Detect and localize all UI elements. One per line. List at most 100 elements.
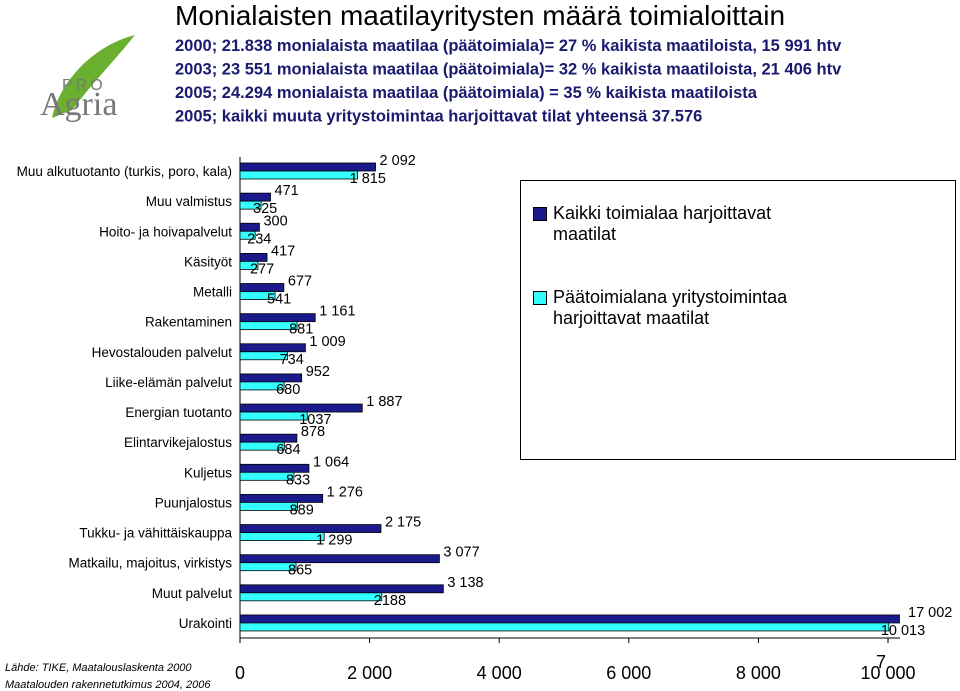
value-label: 417	[271, 243, 295, 259]
value-label: 3 077	[443, 545, 479, 561]
y-tick-label: Kuljetus	[184, 465, 232, 480]
bar	[240, 532, 325, 541]
logo-agria: Agria	[40, 86, 117, 123]
value-label: 300	[263, 213, 287, 229]
bar	[240, 524, 382, 533]
bar	[240, 411, 308, 421]
subtitle: 2005; kaikki muuta yritystoimintaa harjo…	[175, 108, 702, 126]
bar	[240, 373, 303, 383]
bar	[240, 343, 306, 353]
bar	[240, 321, 298, 331]
bars	[240, 162, 900, 632]
bar	[240, 200, 262, 210]
value-label: 952	[306, 364, 330, 380]
value-label: 325	[253, 201, 277, 217]
logo-swoosh	[52, 35, 135, 118]
value-label: 684	[276, 442, 300, 458]
bar	[240, 562, 297, 572]
bar	[240, 403, 363, 413]
subtitle: 2000; 21.838 monialaista maatilaa (pääto…	[175, 37, 842, 55]
legend: Kaikki toimialaa harjoittavat maatilat Pä…	[520, 180, 956, 460]
legend-swatch	[533, 207, 547, 221]
value-label: 1 161	[319, 304, 355, 320]
y-tick-label: Muu valmistus	[146, 194, 233, 209]
value-label: 3 138	[447, 575, 483, 591]
x-tick-label: 10 000	[860, 663, 915, 683]
y-tick-label: Muut palvelut	[152, 586, 233, 601]
value-label: 889	[290, 502, 314, 518]
bar	[240, 494, 324, 503]
value-label: 734	[280, 352, 304, 368]
bar	[240, 170, 359, 180]
y-tick-label: Matkailu, majoitus, virkistys	[68, 556, 232, 571]
y-tick-label: Elintarvikejalostus	[124, 435, 232, 450]
value-label: 234	[247, 231, 271, 247]
bar	[240, 351, 288, 361]
value-label: 1 276	[327, 484, 363, 500]
value-label: 833	[286, 472, 310, 488]
bar	[240, 502, 299, 511]
value-label: 17 002	[908, 605, 952, 621]
x-tick-label: 6 000	[606, 663, 651, 683]
y-tick-label: Puunjalostus	[155, 495, 233, 510]
bar	[240, 230, 256, 240]
value-label: 10 013	[881, 623, 925, 639]
value-label: 1037	[299, 412, 331, 428]
chart-title: Monialaisten maatilayritysten määrä toim…	[175, 0, 785, 31]
subtitle: 2003; 23 551 monialaista maatilaa (pääto…	[175, 61, 842, 79]
y-tick-label: Hoito- ja hoivapalvelut	[99, 224, 232, 239]
legend-label: Päätoimialana yritystoimintaa harjoittav…	[553, 287, 788, 328]
legend-item: Päätoimialana yritystoimintaa harjoittav…	[533, 287, 833, 329]
value-label: 1 009	[309, 334, 345, 350]
bar	[240, 463, 310, 473]
x-tick-label: 4 000	[477, 663, 522, 683]
bar	[240, 381, 285, 391]
x-tick-label: 2 000	[347, 663, 392, 683]
bar	[240, 622, 890, 632]
bar	[240, 554, 440, 564]
bar	[240, 222, 260, 232]
bar	[240, 162, 376, 172]
x-tick-label: 0	[235, 663, 245, 683]
bar	[240, 584, 444, 594]
legend-item: Kaikki toimialaa harjoittavat maatilat	[533, 203, 833, 245]
value-label: 2188	[374, 593, 406, 609]
value-label: 1 887	[366, 394, 402, 410]
value-label: 677	[288, 274, 312, 290]
legend-label: Kaikki toimialaa harjoittavat maatilat	[553, 203, 772, 244]
value-label: 541	[267, 292, 291, 308]
y-tick-label: Tukku- ja vähittäiskauppa	[79, 526, 232, 541]
value-label: 471	[275, 183, 299, 199]
y-tick-label: Liike-elämän palvelut	[105, 375, 232, 390]
bar	[240, 433, 298, 443]
y-tick-label: Rakentaminen	[145, 315, 232, 330]
value-label: 680	[276, 382, 300, 398]
value-label: 277	[250, 261, 274, 277]
value-label: 1 815	[350, 171, 386, 187]
bar	[240, 291, 276, 300]
bar	[240, 471, 295, 481]
bar	[240, 313, 316, 323]
bar	[240, 260, 259, 270]
bar	[240, 441, 285, 451]
y-tick-label: Urakointi	[179, 616, 232, 631]
value-label: 1 299	[316, 533, 352, 549]
bar	[240, 614, 900, 624]
y-tick-label: Metalli	[193, 285, 232, 300]
bar	[240, 192, 271, 202]
x-tick-label: 8 000	[736, 663, 781, 683]
source: Lähde: TIKE, Maatalouslaskenta 2000	[5, 662, 192, 674]
bar	[240, 283, 285, 292]
value-label: 881	[289, 322, 313, 338]
value-label: 878	[301, 424, 325, 440]
y-tick-label: Energian tuotanto	[125, 405, 232, 420]
y-tick-label: Muu alkutuotanto (turkis, poro, kala)	[17, 164, 232, 179]
subtitle: 2005; 24.294 monialaista maatilaa (pääto…	[175, 84, 758, 102]
legend-swatch	[533, 291, 547, 305]
page-number: 7	[876, 652, 886, 672]
value-label: 2 175	[385, 515, 421, 531]
source: Maatalouden rakennetutkimus 2004, 2006	[5, 679, 211, 691]
value-label: 865	[288, 563, 312, 579]
